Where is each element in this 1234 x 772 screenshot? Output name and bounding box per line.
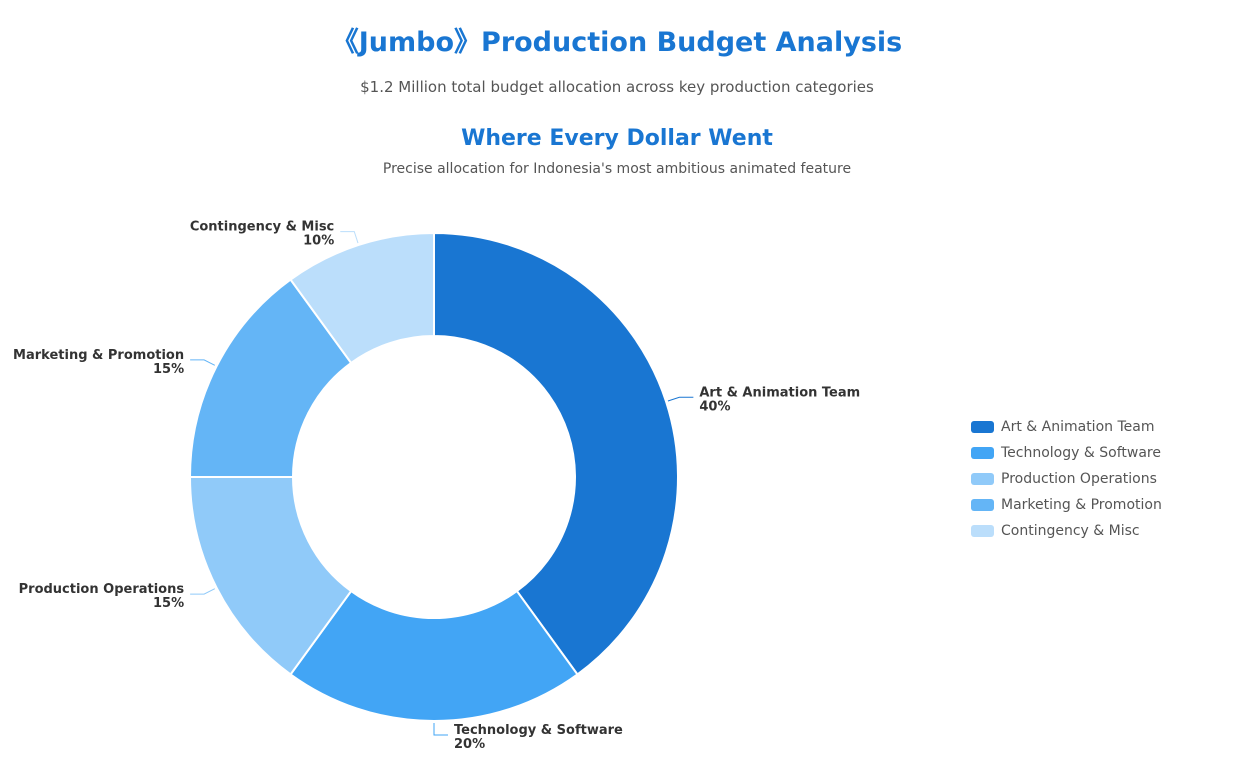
page-subtitle: $1.2 Million total budget allocation acr… [360,78,874,96]
legend-item-art-and-animation-team[interactable]: Art & Animation Team [971,414,1162,440]
legend-item-marketing-and-promotion[interactable]: Marketing & Promotion [971,492,1162,518]
leader-line-art-and-animation-team [667,396,694,402]
slice-value-art-and-animation-team: 40% [699,399,730,414]
leader-line-production-operations [190,588,216,595]
slice-label-production-operations: Production Operations [19,582,185,597]
legend-swatch [971,447,994,459]
slice-contingency-and-misc[interactable] [289,231,435,365]
legend-swatch [971,421,994,433]
chart-subtitle: Precise allocation for Indonesia's most … [382,161,852,177]
slice-technology-and-software[interactable] [289,589,579,722]
legend-item-contingency-and-misc[interactable]: Contingency & Misc [971,518,1162,544]
legend-swatch [971,473,994,485]
slice-value-contingency-and-misc: 10% [303,234,334,249]
legend-swatch [971,525,994,537]
slice-label-art-and-animation-team: Art & Animation Team [699,385,860,400]
page-title: 《Jumbo》Production Budget Analysis [331,27,903,58]
chart-legend: Art & Animation Team Technology & Softwar… [971,414,1162,544]
legend-swatch [971,499,994,511]
leader-line-marketing-and-promotion [190,359,216,366]
legend-item-production-operations[interactable]: Production Operations [971,466,1162,492]
slice-value-technology-and-software: 20% [454,737,485,752]
legend-label: Technology & Software [1001,445,1161,461]
chart-title: Where Every Dollar Went [461,126,773,151]
leader-line-contingency-and-misc [340,231,359,244]
slice-label-marketing-and-promotion: Marketing & Promotion [13,348,184,363]
slice-art-and-animation-team[interactable] [433,231,679,676]
slice-label-contingency-and-misc: Contingency & Misc [190,220,334,235]
slice-label-technology-and-software: Technology & Software [454,723,623,738]
leader-line-technology-and-software [433,723,448,736]
slice-value-marketing-and-promotion: 15% [153,362,184,377]
legend-item-technology-and-software[interactable]: Technology & Software [971,440,1162,466]
legend-label: Marketing & Promotion [1001,497,1162,513]
slice-value-production-operations: 15% [153,596,184,611]
legend-label: Art & Animation Team [1001,419,1155,435]
legend-label: Production Operations [1001,471,1157,487]
legend-label: Contingency & Misc [1001,523,1140,539]
